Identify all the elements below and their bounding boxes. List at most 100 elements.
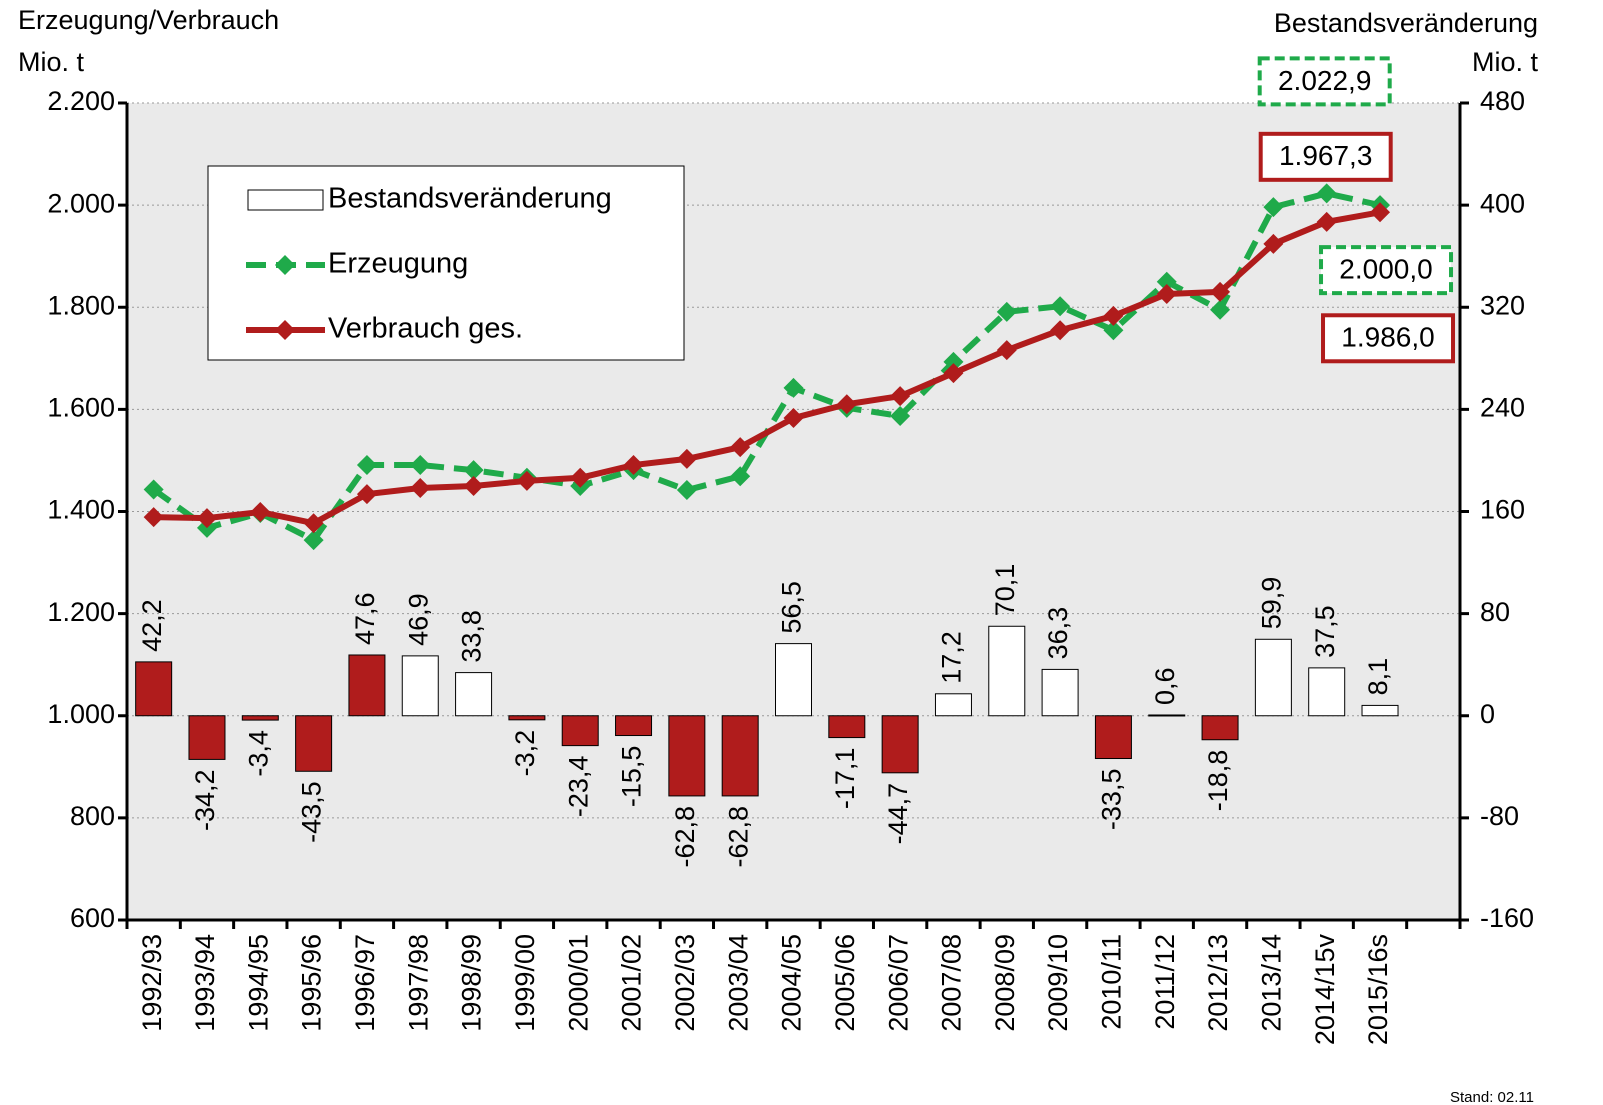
bar <box>934 693 972 717</box>
y-tick-label: 2.200 <box>47 86 115 116</box>
marker <box>730 466 751 487</box>
y2-tick-label: 480 <box>1480 86 1525 116</box>
y2-axis-unit: Mio. t <box>1472 47 1539 77</box>
y2-axis-title: Bestandsveränderung <box>1274 8 1538 38</box>
x-tick-label: 2007/08 <box>937 934 967 1032</box>
bar <box>1308 667 1346 717</box>
marker <box>623 455 644 476</box>
bar <box>241 715 279 721</box>
bar <box>561 715 599 747</box>
marker <box>410 455 431 476</box>
bar-label: 42,2 <box>137 599 167 652</box>
x-tick-label: 2014/15v <box>1310 934 1340 1046</box>
bar-label: -62,8 <box>670 806 700 868</box>
y-tick-label: 1.000 <box>47 699 115 729</box>
x-tick-label: 1996/97 <box>350 934 380 1032</box>
bar-label: -3,2 <box>510 730 540 777</box>
x-tick-label: 1998/99 <box>457 934 487 1032</box>
bar <box>401 655 439 717</box>
marker <box>1210 299 1231 320</box>
bar-label: 46,9 <box>403 593 433 646</box>
bar-label: 37,5 <box>1310 605 1340 658</box>
bar-label: 59,9 <box>1257 577 1287 630</box>
x-tick-label: 1999/00 <box>510 934 540 1032</box>
x-tick-label: 2008/09 <box>990 934 1020 1032</box>
bar <box>135 661 173 717</box>
bar-label: 17,2 <box>937 631 967 684</box>
marker <box>356 484 377 505</box>
y2-tick-label: 160 <box>1480 495 1525 525</box>
bar-label: 33,8 <box>457 610 487 663</box>
legend-label: Verbrauch ges. <box>328 313 523 345</box>
bar <box>1254 638 1292 717</box>
bar-label: 56,5 <box>777 581 807 634</box>
bar <box>775 643 812 717</box>
bar-label: -15,5 <box>617 746 647 808</box>
x-tick-label: 2011/12 <box>1150 934 1180 1030</box>
bar <box>348 654 386 717</box>
marker <box>1370 202 1391 223</box>
annotation-box <box>1257 56 1392 107</box>
marker <box>1050 320 1071 341</box>
marker <box>783 377 804 398</box>
marker <box>410 478 431 499</box>
x-tick-label: 1993/94 <box>190 934 220 1032</box>
marker <box>1210 281 1231 302</box>
marker <box>143 479 164 500</box>
x-tick-label: 1992/93 <box>137 934 167 1032</box>
bar-label: -23,4 <box>563 756 593 818</box>
bar <box>615 715 653 737</box>
x-tick-label: 1995/96 <box>297 934 327 1032</box>
x-tick-label: 2000/01 <box>563 934 593 1032</box>
legend-swatch <box>247 189 324 211</box>
marker <box>730 437 751 458</box>
marker <box>996 340 1017 361</box>
y-tick-label: 800 <box>70 801 115 831</box>
bar-label: 70,1 <box>990 564 1020 617</box>
x-tick-label: 2002/03 <box>670 934 700 1032</box>
annotation-box <box>1321 313 1456 364</box>
y2-tick-label: 240 <box>1480 393 1525 423</box>
y-tick-label: 600 <box>70 903 115 933</box>
annotation: 1.986,0 <box>1341 322 1434 353</box>
legend-label: Bestandsveränderung <box>328 183 612 215</box>
bar-label: -33,5 <box>1097 769 1127 831</box>
marker <box>1316 183 1337 204</box>
bar-label: -34,2 <box>190 769 220 831</box>
marker <box>943 351 964 372</box>
marker <box>1263 197 1284 218</box>
bar-label: 0,6 <box>1150 667 1180 705</box>
x-tick-label: 2005/06 <box>830 934 860 1032</box>
marker <box>196 508 217 529</box>
bar-label: 8,1 <box>1363 658 1393 696</box>
bar <box>1041 668 1079 717</box>
marker <box>303 513 324 534</box>
y2-tick-label: 400 <box>1480 188 1525 218</box>
marker <box>943 363 964 384</box>
bar <box>988 625 1026 717</box>
x-tick-label: 2012/13 <box>1203 934 1233 1032</box>
annotation: 1.967,3 <box>1279 140 1372 171</box>
x-tick-label: 2010/11 <box>1097 934 1127 1030</box>
y-tick-label: 1.400 <box>47 495 115 525</box>
x-tick-label: 2009/10 <box>1043 934 1073 1032</box>
marker <box>1156 271 1177 292</box>
bar <box>188 715 226 760</box>
bar-label: -3,4 <box>243 730 273 777</box>
y2-tick-label: -160 <box>1480 903 1534 933</box>
marker <box>836 394 857 415</box>
x-tick-label: 2004/05 <box>777 934 807 1032</box>
bar-label: -17,1 <box>830 748 860 810</box>
bar <box>668 715 706 797</box>
y-tick-label: 1.200 <box>47 597 115 627</box>
x-tick-label: 2013/14 <box>1257 934 1287 1032</box>
bar <box>828 715 866 739</box>
marker <box>463 460 484 481</box>
annotation: 2.022,9 <box>1278 65 1371 96</box>
x-tick-label: 2001/02 <box>617 934 647 1032</box>
bar <box>1094 715 1132 760</box>
marker <box>676 480 697 501</box>
legend-marker <box>275 320 295 340</box>
y-axis-title: Erzeugung/Verbrauch <box>18 5 279 35</box>
